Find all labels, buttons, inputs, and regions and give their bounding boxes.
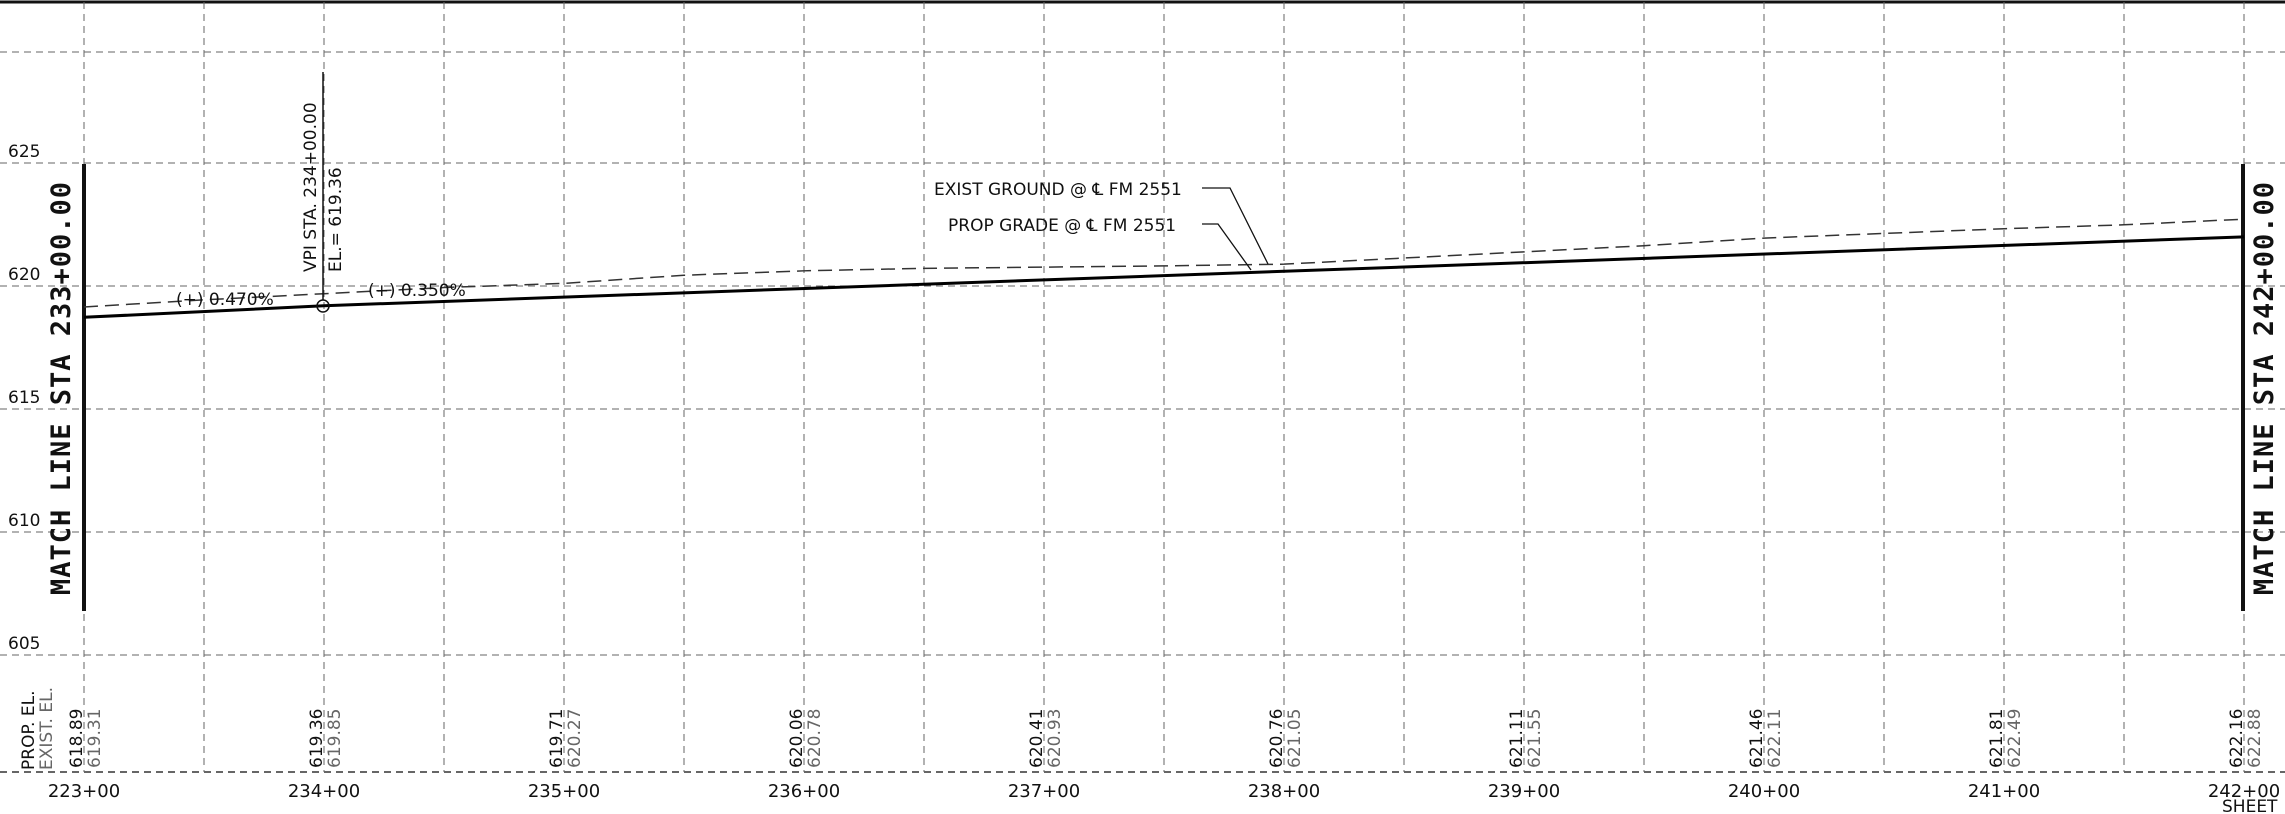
prop-el-value: 620.76	[1267, 709, 1287, 768]
x-tick-label: 240+00	[1728, 781, 1800, 802]
x-tick-label: 242+00	[2208, 781, 2280, 802]
prop-el-header: PROP. EL.	[19, 691, 39, 770]
y-tick-label: 610	[8, 511, 40, 531]
exist-el-header: EXIST. EL.	[37, 687, 57, 770]
match-line-left-label: MATCH LINE STA 233+00.00	[46, 181, 77, 595]
x-tick-label: 238+00	[1248, 781, 1320, 802]
x-tick-label: 223+00	[48, 781, 120, 802]
x-tick-label: 237+00	[1008, 781, 1080, 802]
exist-el-value: 621.05	[1285, 709, 1305, 768]
exist-ground-callout: EXIST GROUND @ ℄ FM 2551	[934, 180, 1182, 200]
prop-el-value: 621.81	[1987, 709, 2007, 768]
exist-ground-leader	[1202, 187, 1269, 265]
prop-el-value: 621.46	[1747, 709, 1767, 768]
exist-ground-line	[83, 218, 2245, 308]
y-tick-label: 625	[8, 142, 40, 162]
prop-el-value: 622.16	[2227, 709, 2247, 768]
grade-label-1: (+) 0.470%	[176, 290, 274, 310]
prop-el-value: 619.71	[547, 709, 567, 768]
prop-el-value: 621.11	[1507, 709, 1527, 768]
exist-el-value: 622.11	[1765, 709, 1785, 768]
prop-el-value: 620.06	[787, 709, 807, 768]
x-tick-label: 234+00	[288, 781, 360, 802]
prop-grade-line	[83, 235, 2245, 319]
vpi-elevation-label: EL.= 619.36	[326, 167, 346, 272]
y-tick-label: 615	[8, 388, 40, 408]
prop-el-value: 618.89	[67, 709, 87, 768]
grid	[0, 2, 2285, 772]
prop-grade-leader	[1202, 223, 1252, 271]
exist-el-value: 619.31	[85, 709, 105, 768]
x-tick-label: 239+00	[1488, 781, 1560, 802]
sheet-label: SHEET	[2222, 797, 2278, 814]
exist-el-value: 622.49	[2005, 709, 2025, 768]
x-tick-label: 235+00	[528, 781, 600, 802]
exist-el-value: 622.88	[2245, 709, 2265, 768]
x-tick-label: 241+00	[1968, 781, 2040, 802]
y-tick-label: 620	[8, 265, 40, 285]
prop-grade-callout: PROP GRADE @ ℄ FM 2551	[948, 216, 1176, 236]
prop-el-value: 619.36	[307, 709, 327, 768]
vpi-station-label: VPI STA. 234+00.00	[301, 102, 321, 272]
x-tick-label: 236+00	[768, 781, 840, 802]
exist-el-value: 620.78	[805, 709, 825, 768]
vpi-marker	[316, 299, 330, 313]
exist-el-value: 620.27	[565, 709, 585, 768]
y-tick-labels: 625 620 615 610 605	[8, 142, 40, 654]
y-tick-label: 605	[8, 634, 40, 654]
grade-label-2: (+) 0.350%	[368, 281, 466, 301]
exist-el-value: 619.85	[325, 709, 345, 768]
match-line-right-label: MATCH LINE STA 242+00.00	[2249, 181, 2280, 595]
exist-el-value: 620.93	[1045, 709, 1065, 768]
prop-el-value: 620.41	[1027, 709, 1047, 768]
x-tick-labels: 223+00 234+00 235+00 236+00 237+00 238+00 239+…	[48, 781, 2280, 802]
exist-el-value: 621.55	[1525, 709, 1545, 768]
